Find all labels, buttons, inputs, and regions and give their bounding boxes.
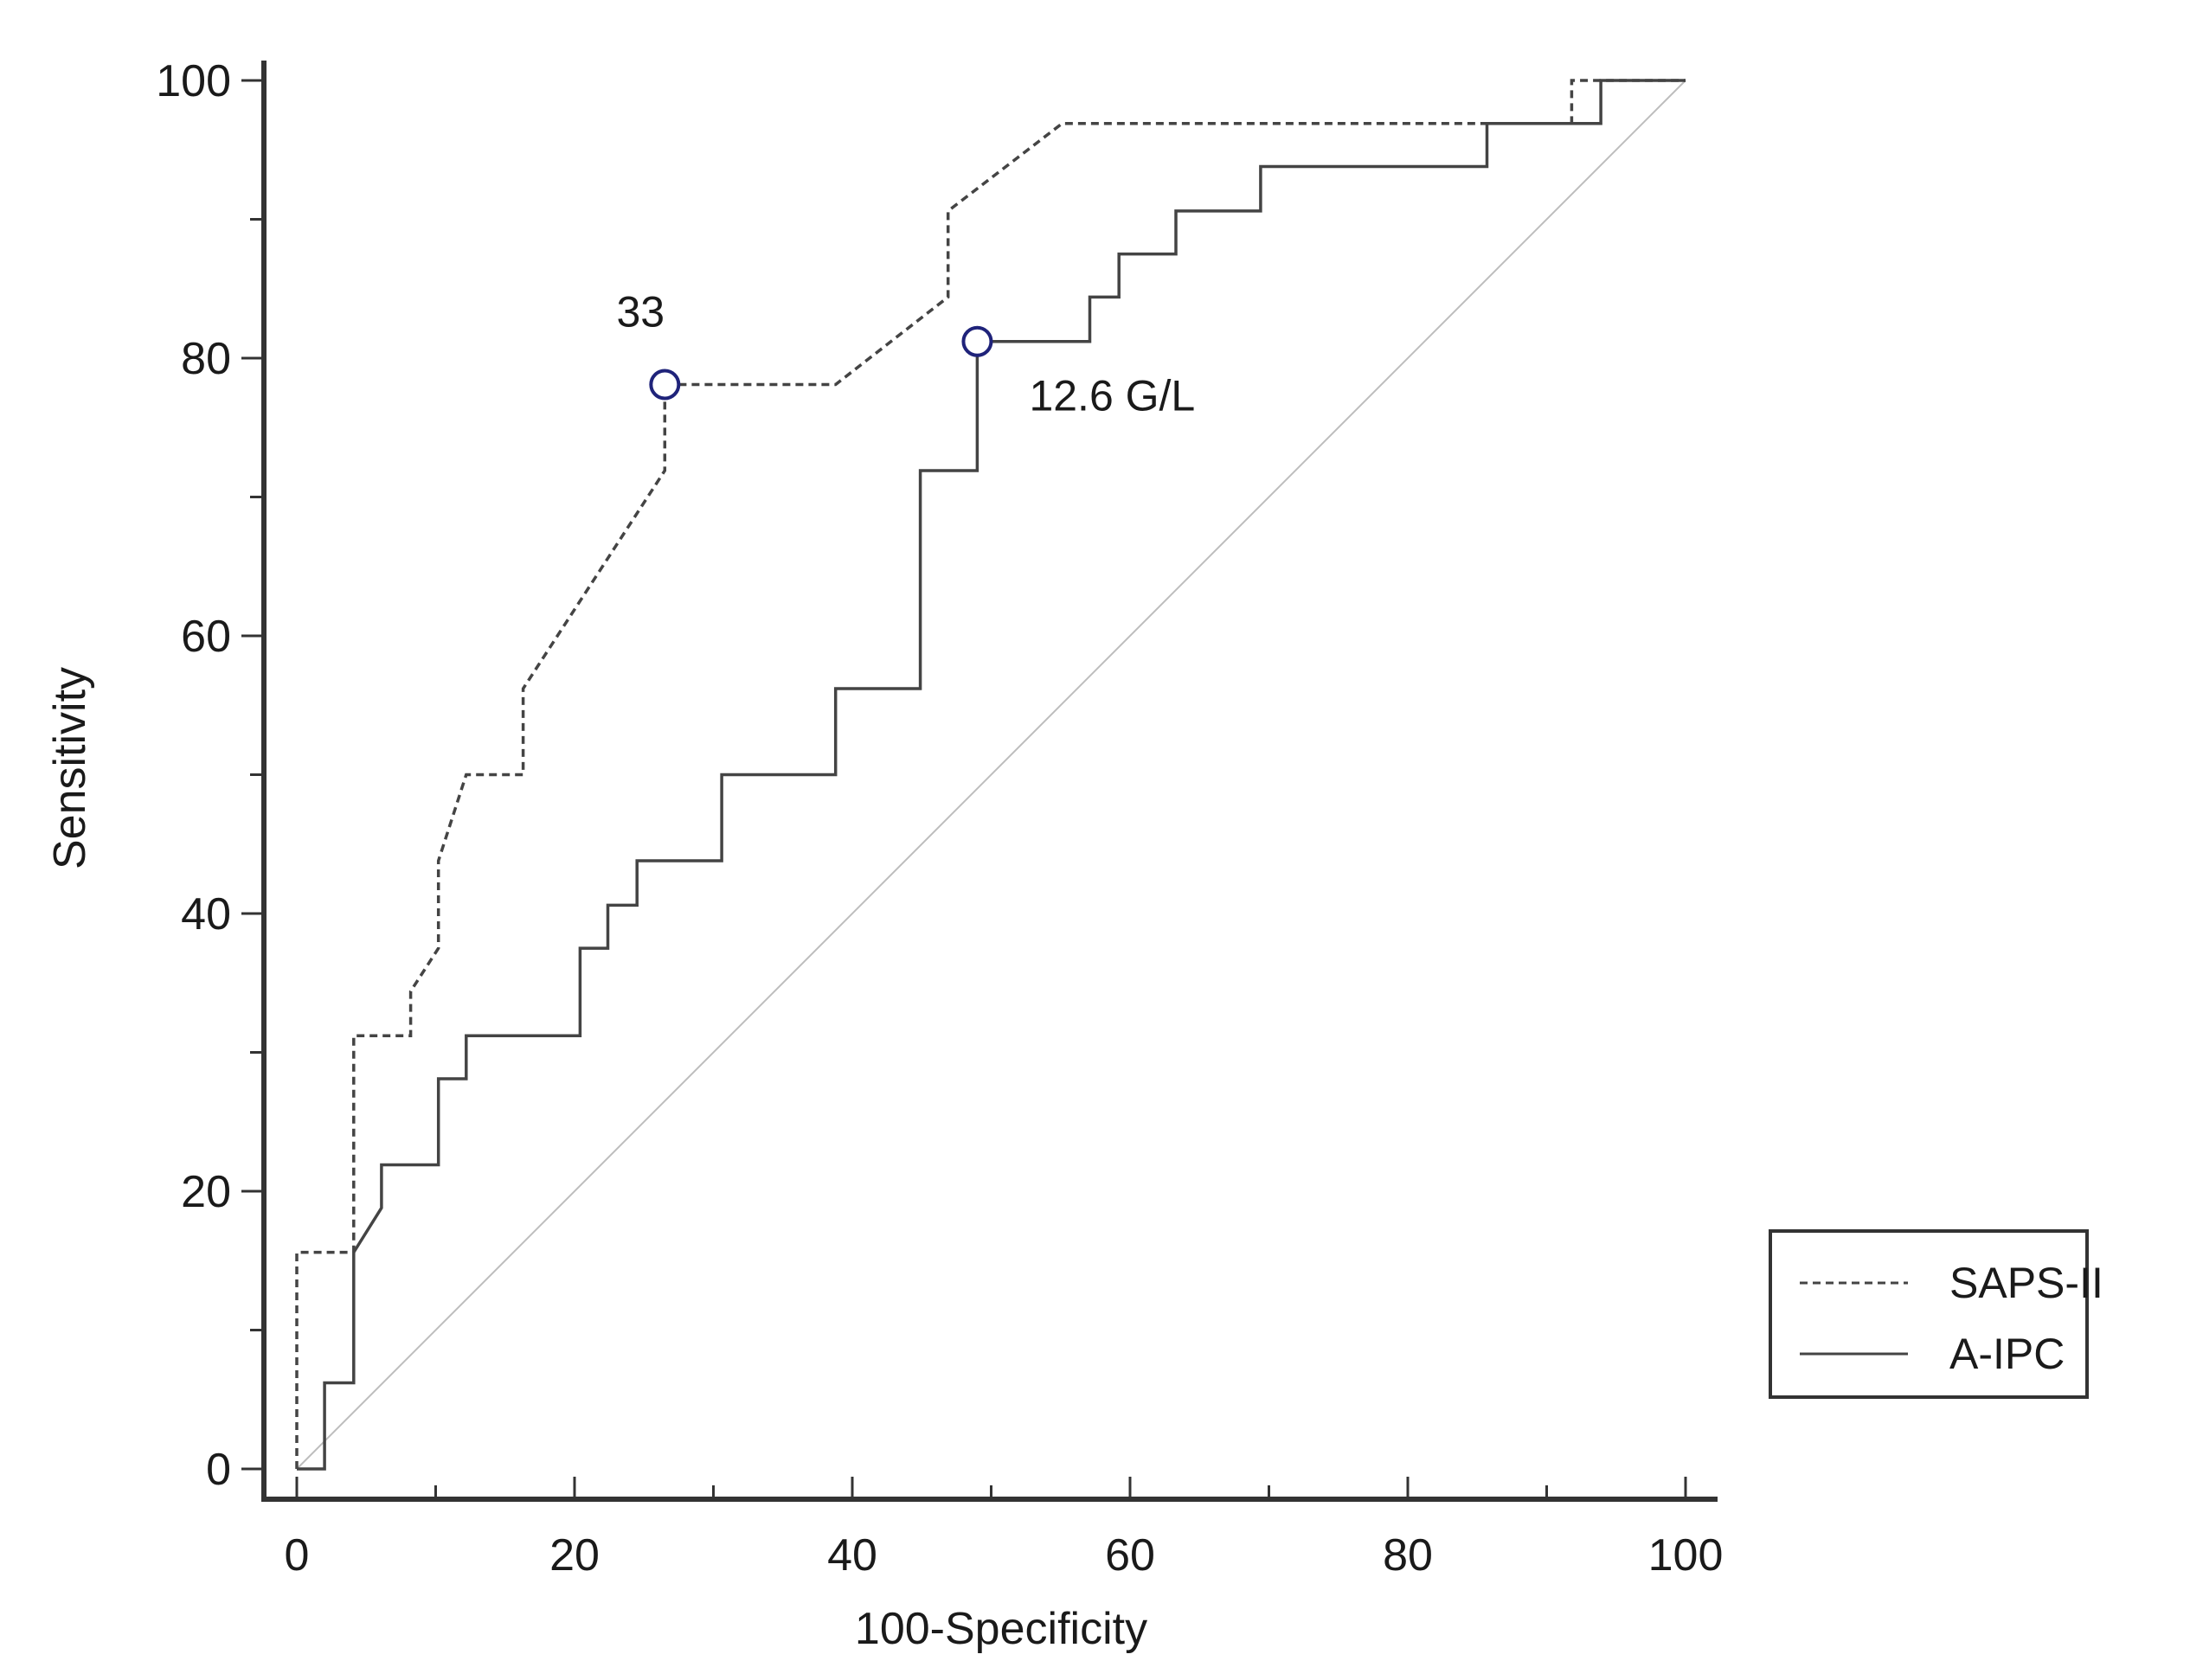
- y-tick-label: 100: [156, 56, 231, 106]
- cutoff-label: 12.6 G/L: [1029, 372, 1195, 420]
- x-tick-label: 60: [1105, 1530, 1155, 1581]
- x-axis-ticks: 0 20 40 60 80 100: [285, 1477, 1724, 1581]
- annotation-layer: 33 12.6 G/L: [617, 287, 1196, 420]
- x-tick-label: 20: [549, 1530, 600, 1581]
- x-tick-label: 40: [827, 1530, 877, 1581]
- x-tick-label: 100: [1648, 1530, 1724, 1581]
- series-line-saps-ii: [295, 79, 1686, 1469]
- reference-diagonal: [296, 80, 1686, 1470]
- cutoff-label: 33: [617, 287, 665, 336]
- cutoff-marker: [649, 369, 681, 401]
- axes: 0 20 40 60 80 100 0 20 40 60 80 100: [156, 56, 1723, 1581]
- legend: SAPS-II A-IPC: [1769, 1229, 2103, 1399]
- y-tick-label: 40: [181, 889, 231, 939]
- legend-box: [1769, 1229, 2089, 1399]
- series-layer: [295, 79, 1686, 1471]
- y-tick-label: 20: [181, 1167, 231, 1217]
- cutoff-marker: [961, 325, 993, 357]
- y-tick-label: 0: [206, 1445, 231, 1495]
- y-axis-ticks: 0 20 40 60 80 100: [156, 56, 264, 1495]
- x-axis-title: 100-Specificity: [855, 1604, 1147, 1654]
- x-tick-label: 0: [285, 1530, 310, 1581]
- x-tick-label: 80: [1383, 1530, 1433, 1581]
- y-axis-title: Sensitivity: [45, 667, 95, 869]
- y-tick-label: 60: [181, 612, 231, 662]
- series-line-a-ipc: [297, 79, 1686, 1471]
- y-tick-label: 80: [181, 334, 231, 384]
- legend-label-a-ipc: A-IPC: [1949, 1330, 2065, 1378]
- legend-label-saps-ii: SAPS-II: [1949, 1259, 2103, 1307]
